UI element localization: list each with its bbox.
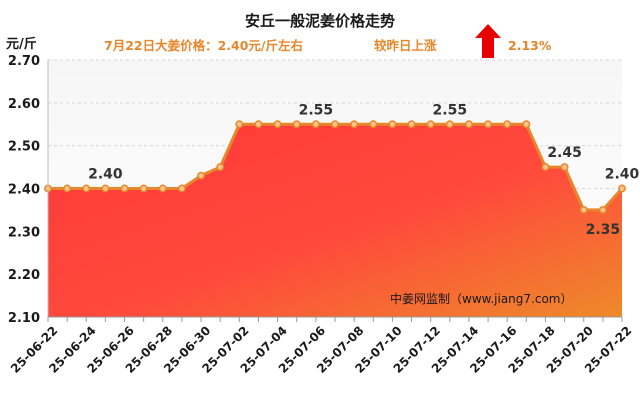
data-point xyxy=(120,184,129,193)
chart-title: 安丘一般泥姜价格走势 xyxy=(245,12,395,30)
data-point xyxy=(464,120,473,129)
up-arrow-icon xyxy=(475,24,501,58)
data-point xyxy=(235,120,244,129)
data-point xyxy=(484,120,493,129)
data-point xyxy=(598,205,607,214)
data-point xyxy=(311,120,320,129)
data-point xyxy=(426,120,435,129)
y-tick-label: 2.60 xyxy=(8,97,40,112)
data-label: 2.40 xyxy=(88,167,123,183)
data-point xyxy=(388,120,397,129)
data-point xyxy=(139,184,148,193)
data-point xyxy=(101,184,110,193)
x-axis: 25-06-2225-06-2425-06-2625-06-2825-06-30… xyxy=(8,316,634,376)
data-point xyxy=(254,120,263,129)
y-axis-unit: 元/斤 xyxy=(6,36,37,52)
data-point xyxy=(522,120,531,129)
data-point xyxy=(197,171,206,180)
data-point xyxy=(216,163,225,172)
data-point xyxy=(292,120,301,129)
y-tick-label: 2.30 xyxy=(8,225,40,240)
data-point xyxy=(350,120,359,129)
watermark: 中姜网监制（www.jiang7.com） xyxy=(390,291,572,306)
data-point xyxy=(63,184,72,193)
y-tick-label: 2.20 xyxy=(8,268,40,283)
subtitle-price: 7月22日大姜价格：2.40元/斤左右 xyxy=(104,38,303,53)
y-tick-label: 2.70 xyxy=(8,54,40,69)
data-point xyxy=(369,120,378,129)
area-fill xyxy=(48,124,622,317)
data-point xyxy=(445,120,454,129)
data-labels: 2.40 2.55 2.55 2.45 2.35 2.40 xyxy=(88,102,639,238)
y-axis: 2.70 2.60 2.50 2.40 2.30 2.20 2.10 xyxy=(8,54,49,326)
price-markers xyxy=(44,120,626,214)
data-point xyxy=(618,184,626,193)
data-label: 2.55 xyxy=(433,102,468,118)
change-percent: 2.13% xyxy=(508,38,552,53)
y-tick-label: 2.50 xyxy=(8,140,40,155)
data-point xyxy=(579,205,588,214)
data-point xyxy=(158,184,167,193)
data-label: 2.40 xyxy=(605,167,640,183)
data-point xyxy=(82,184,91,193)
y-tick-label: 2.40 xyxy=(8,183,40,198)
data-point xyxy=(177,184,186,193)
subtitle-change: 较昨日上涨 xyxy=(374,38,437,53)
data-point xyxy=(503,120,512,129)
data-label: 2.55 xyxy=(299,102,334,118)
data-point xyxy=(273,120,282,129)
y-tick-label: 2.10 xyxy=(8,311,40,326)
data-point xyxy=(560,163,569,172)
data-label: 2.45 xyxy=(547,145,582,161)
data-point xyxy=(331,120,339,129)
data-label: 2.35 xyxy=(586,222,621,238)
data-point xyxy=(407,120,416,129)
data-point xyxy=(541,163,550,172)
